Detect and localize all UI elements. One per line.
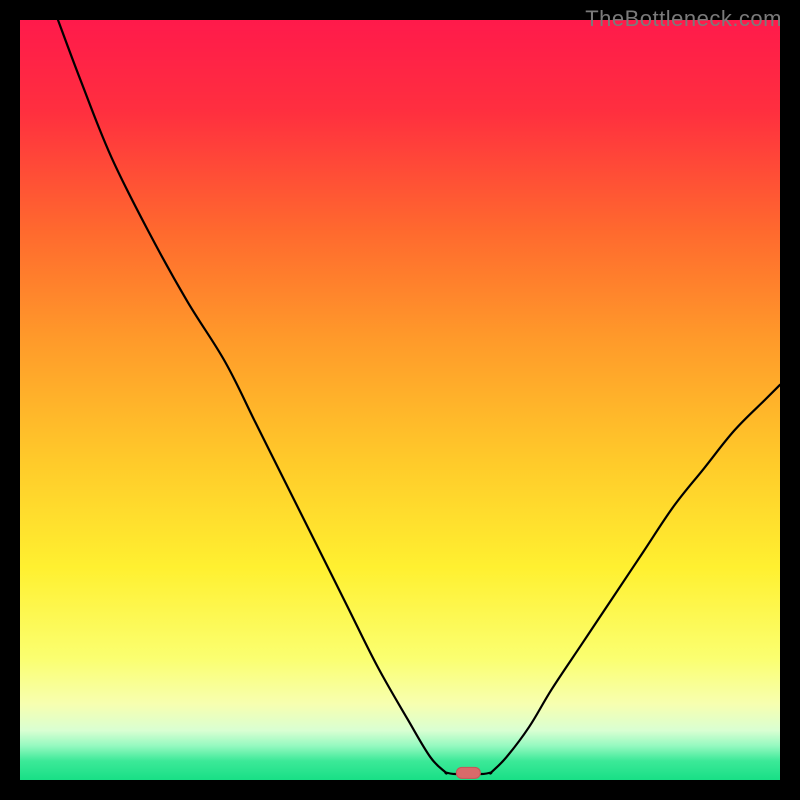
chart-frame: TheBottleneck.com xyxy=(0,0,800,800)
watermark-text: TheBottleneck.com xyxy=(585,6,782,32)
bottleneck-curve xyxy=(20,20,780,780)
curve-path xyxy=(58,20,780,774)
plot-area xyxy=(20,20,780,780)
min-marker xyxy=(456,767,480,779)
